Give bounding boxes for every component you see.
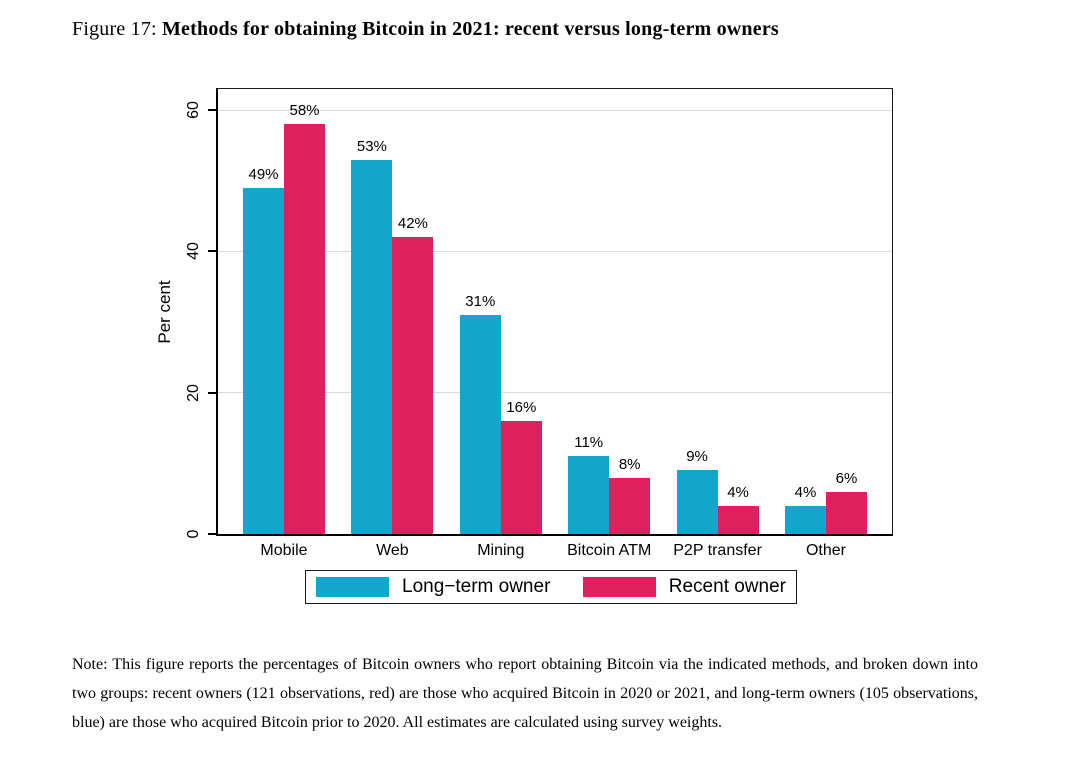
y-tick-mark <box>208 391 217 394</box>
legend-label-long-term: Long−term owner <box>402 576 551 597</box>
figure-number: Figure 17: <box>72 18 157 40</box>
bar-value-label: 9% <box>686 448 708 466</box>
bar-group-mining: 31% 16% <box>459 89 542 534</box>
bar-value-label: 4% <box>727 483 749 501</box>
y-axis-title: Per cent <box>155 279 174 344</box>
bar-value-label: 58% <box>289 102 320 120</box>
y-tick-label: 0 <box>185 529 202 539</box>
bar-group-other: 4% 6% <box>784 89 867 534</box>
note-text: This figure reports the percentages of B… <box>72 656 978 731</box>
y-tick-mark <box>208 250 217 253</box>
y-gridline <box>218 392 892 394</box>
category-label-text: Other <box>805 542 846 559</box>
category-label-other: Other <box>785 542 867 560</box>
category-label-p2p-transfer: P2P transfer <box>673 542 762 560</box>
bar-value-label: 53% <box>356 137 387 155</box>
bar-group-bitcoin-atm: 11% 8% <box>568 89 651 534</box>
bar-value-label: 49% <box>248 165 279 183</box>
legend: Long−term owner Recent owner <box>305 570 797 604</box>
figure-title-text: Methods for obtaining Bitcoin in 2021: r… <box>161 18 779 40</box>
bar-value-label: 8% <box>618 455 641 473</box>
bar-value-label: 42% <box>397 215 428 233</box>
bar-long_term: 31% <box>459 293 501 534</box>
category-label-text: P2P transfer <box>673 542 762 559</box>
y-tick-mark <box>208 533 217 535</box>
bar-long_term: 4% <box>784 484 826 534</box>
bar-group-mobile: 49% 58% <box>243 89 325 534</box>
y-gridline <box>218 109 892 111</box>
bar-long_term: 49% <box>243 166 284 534</box>
category-label-web: Web <box>351 542 433 560</box>
y-tick-mark <box>208 109 217 112</box>
bar-value-label: 31% <box>465 293 496 311</box>
legend-swatch-recent <box>582 577 656 597</box>
category-label-text: Web <box>376 542 409 559</box>
category-label-bitcoin-atm: Bitcoin ATM <box>567 542 652 560</box>
y-tick-label: 60 <box>185 101 202 120</box>
category-label-mobile: Mobile <box>243 542 325 560</box>
x-axis-category-labels: Mobile Web Mining Bitcoin ATM P2P transfer Ot… <box>218 542 892 560</box>
category-label-mining: Mining <box>460 542 542 560</box>
bar-long_term: 53% <box>351 138 393 534</box>
bar-value-label: 16% <box>506 398 537 416</box>
bar-long_term: 9% <box>676 448 718 534</box>
legend-label-recent: Recent owner <box>668 576 786 597</box>
bar-recent: 6% <box>825 470 867 534</box>
y-gridline <box>218 250 892 252</box>
category-label-text: Mobile <box>260 542 308 559</box>
bar-value-label: 4% <box>794 483 817 501</box>
legend-swatch-long-term <box>316 577 389 597</box>
bar-group-p2p-transfer: 9% 4% <box>676 89 759 534</box>
figure-title: Figure 17: Methods for obtaining Bitcoin… <box>72 18 1012 41</box>
legend-item-recent: Recent owner <box>582 576 786 598</box>
y-tick-label: 20 <box>185 383 202 402</box>
figure-note: Note: This figure reports the percentage… <box>72 650 978 737</box>
bar-long_term: 11% <box>568 434 610 534</box>
category-label-text: Bitcoin ATM <box>567 542 652 559</box>
category-label-text: Mining <box>477 542 525 559</box>
bar-recent: 16% <box>500 399 542 534</box>
legend-item-long-term: Long−term owner <box>316 576 550 598</box>
bar-value-label: 6% <box>835 469 858 487</box>
bar-recent: 4% <box>717 484 759 534</box>
note-label: Note: <box>72 656 108 673</box>
bars-container: 49% 58% 53% 42% 31% 16% 11% 8% 9% 4% 4% 6% <box>218 89 892 534</box>
bar-recent: 8% <box>609 456 651 534</box>
plot-area: Per cent 49% 58% 53% 42% 31% 16% 11% 8% 9% 4% 4% 6%… <box>155 88 893 559</box>
bar-recent: 42% <box>392 215 434 534</box>
y-tick-label: 40 <box>185 242 202 261</box>
bar-group-web: 53% 42% <box>351 89 434 534</box>
bar-value-label: 11% <box>574 434 604 452</box>
bar-recent: 58% <box>284 102 325 534</box>
